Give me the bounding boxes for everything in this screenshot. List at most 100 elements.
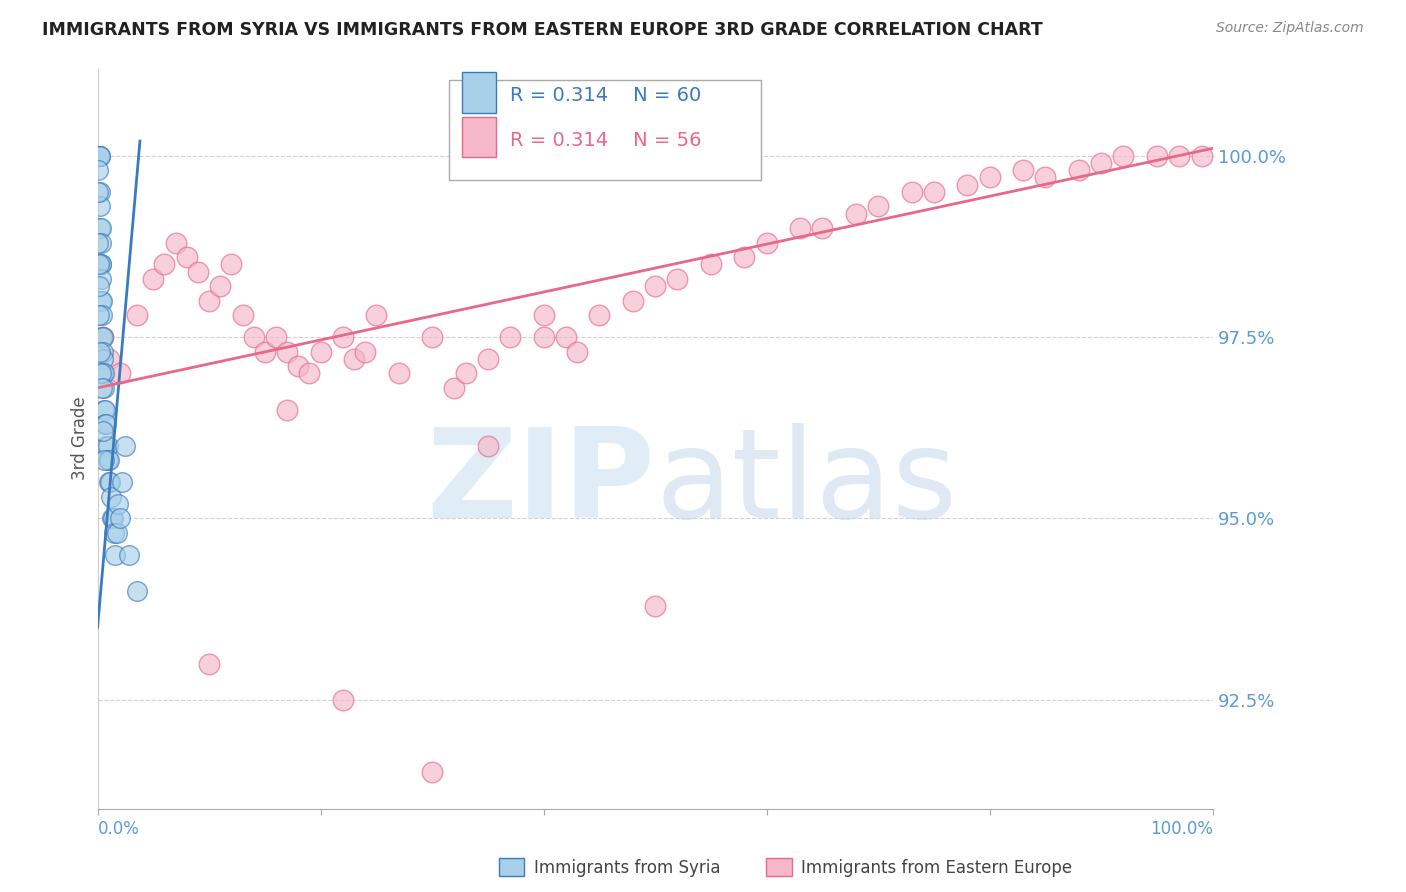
Point (354, 344, 377, 359)
Point (91, 308, 114, 322)
Point (276, 344, 298, 359)
Point (956, 178, 979, 192)
Point (96, 439, 118, 453)
Point (588, 308, 610, 322)
Point (209, 279, 232, 293)
Point (91, 381, 114, 395)
Point (1012, 163, 1035, 178)
Point (90, 293, 112, 308)
Point (90, 257, 112, 271)
Point (533, 308, 555, 322)
Point (89, 148, 111, 162)
Point (91, 330, 114, 344)
Point (477, 439, 499, 453)
Point (1035, 170, 1057, 185)
Point (90, 257, 112, 271)
Point (87, 163, 110, 178)
Point (97, 475, 120, 490)
Point (755, 235, 778, 250)
Point (309, 344, 332, 359)
Point (366, 308, 388, 322)
Point (87, 148, 110, 162)
Point (118, 548, 141, 562)
Point (198, 657, 221, 671)
Point (187, 265, 209, 279)
Point (94, 417, 117, 431)
Point (87, 148, 110, 162)
Bar (463, 72, 496, 113)
Point (644, 599, 666, 613)
Text: Immigrants from Syria: Immigrants from Syria (534, 859, 721, 877)
Point (242, 330, 264, 344)
Point (125, 584, 148, 599)
Point (87, 257, 110, 271)
Text: 0.0%: 0.0% (97, 820, 139, 838)
Point (97, 351, 120, 366)
Point (89, 148, 111, 162)
Point (91, 293, 114, 308)
Text: Immigrants from Eastern Europe: Immigrants from Eastern Europe (801, 859, 1073, 877)
Point (90, 221, 112, 235)
Point (89, 199, 111, 213)
Point (388, 367, 411, 381)
Point (198, 293, 221, 308)
Point (93, 402, 115, 417)
Point (142, 272, 165, 286)
Point (91, 344, 114, 359)
Point (103, 526, 125, 541)
Point (533, 330, 555, 344)
Point (176, 250, 198, 264)
Point (555, 330, 578, 344)
Point (91, 425, 114, 439)
Point (91, 330, 114, 344)
Point (111, 475, 134, 490)
Point (644, 279, 666, 293)
Point (565, 344, 588, 359)
Point (89, 221, 111, 235)
Point (1168, 148, 1191, 162)
Point (89, 148, 111, 162)
Text: R = 0.314    N = 60: R = 0.314 N = 60 (510, 87, 702, 105)
Point (87, 148, 110, 162)
Point (104, 548, 127, 562)
Point (1067, 163, 1090, 178)
Point (621, 293, 644, 308)
Point (922, 185, 945, 199)
Text: IMMIGRANTS FROM SYRIA VS IMMIGRANTS FROM EASTERN EUROPE 3RD GRADE CORRELATION CH: IMMIGRANTS FROM SYRIA VS IMMIGRANTS FROM… (42, 21, 1043, 38)
Point (454, 367, 477, 381)
Point (101, 511, 124, 525)
Point (89, 344, 111, 359)
Point (733, 250, 755, 264)
Point (93, 367, 115, 381)
Point (105, 526, 128, 541)
Text: 100.0%: 100.0% (1150, 820, 1213, 838)
Point (332, 693, 354, 707)
Point (100, 490, 122, 504)
Point (97, 453, 120, 467)
Point (332, 330, 354, 344)
Point (477, 351, 499, 366)
Point (91, 330, 114, 344)
Point (103, 511, 125, 525)
Point (87, 148, 110, 162)
Point (87, 235, 110, 250)
Point (420, 330, 443, 344)
Point (789, 221, 811, 235)
Y-axis label: 3rd Grade: 3rd Grade (72, 397, 89, 481)
Point (343, 351, 366, 366)
Point (89, 148, 111, 162)
Point (845, 207, 868, 221)
Text: R = 0.314    N = 56: R = 0.314 N = 56 (510, 131, 702, 150)
Point (87, 308, 110, 322)
Point (89, 185, 111, 199)
Point (87, 148, 110, 162)
FancyBboxPatch shape (449, 79, 761, 179)
Point (89, 279, 111, 293)
Point (98, 475, 121, 490)
Point (900, 185, 922, 199)
Point (108, 511, 131, 525)
Point (91, 367, 114, 381)
Point (979, 170, 1001, 185)
Point (221, 257, 243, 271)
Bar (463, 117, 496, 157)
